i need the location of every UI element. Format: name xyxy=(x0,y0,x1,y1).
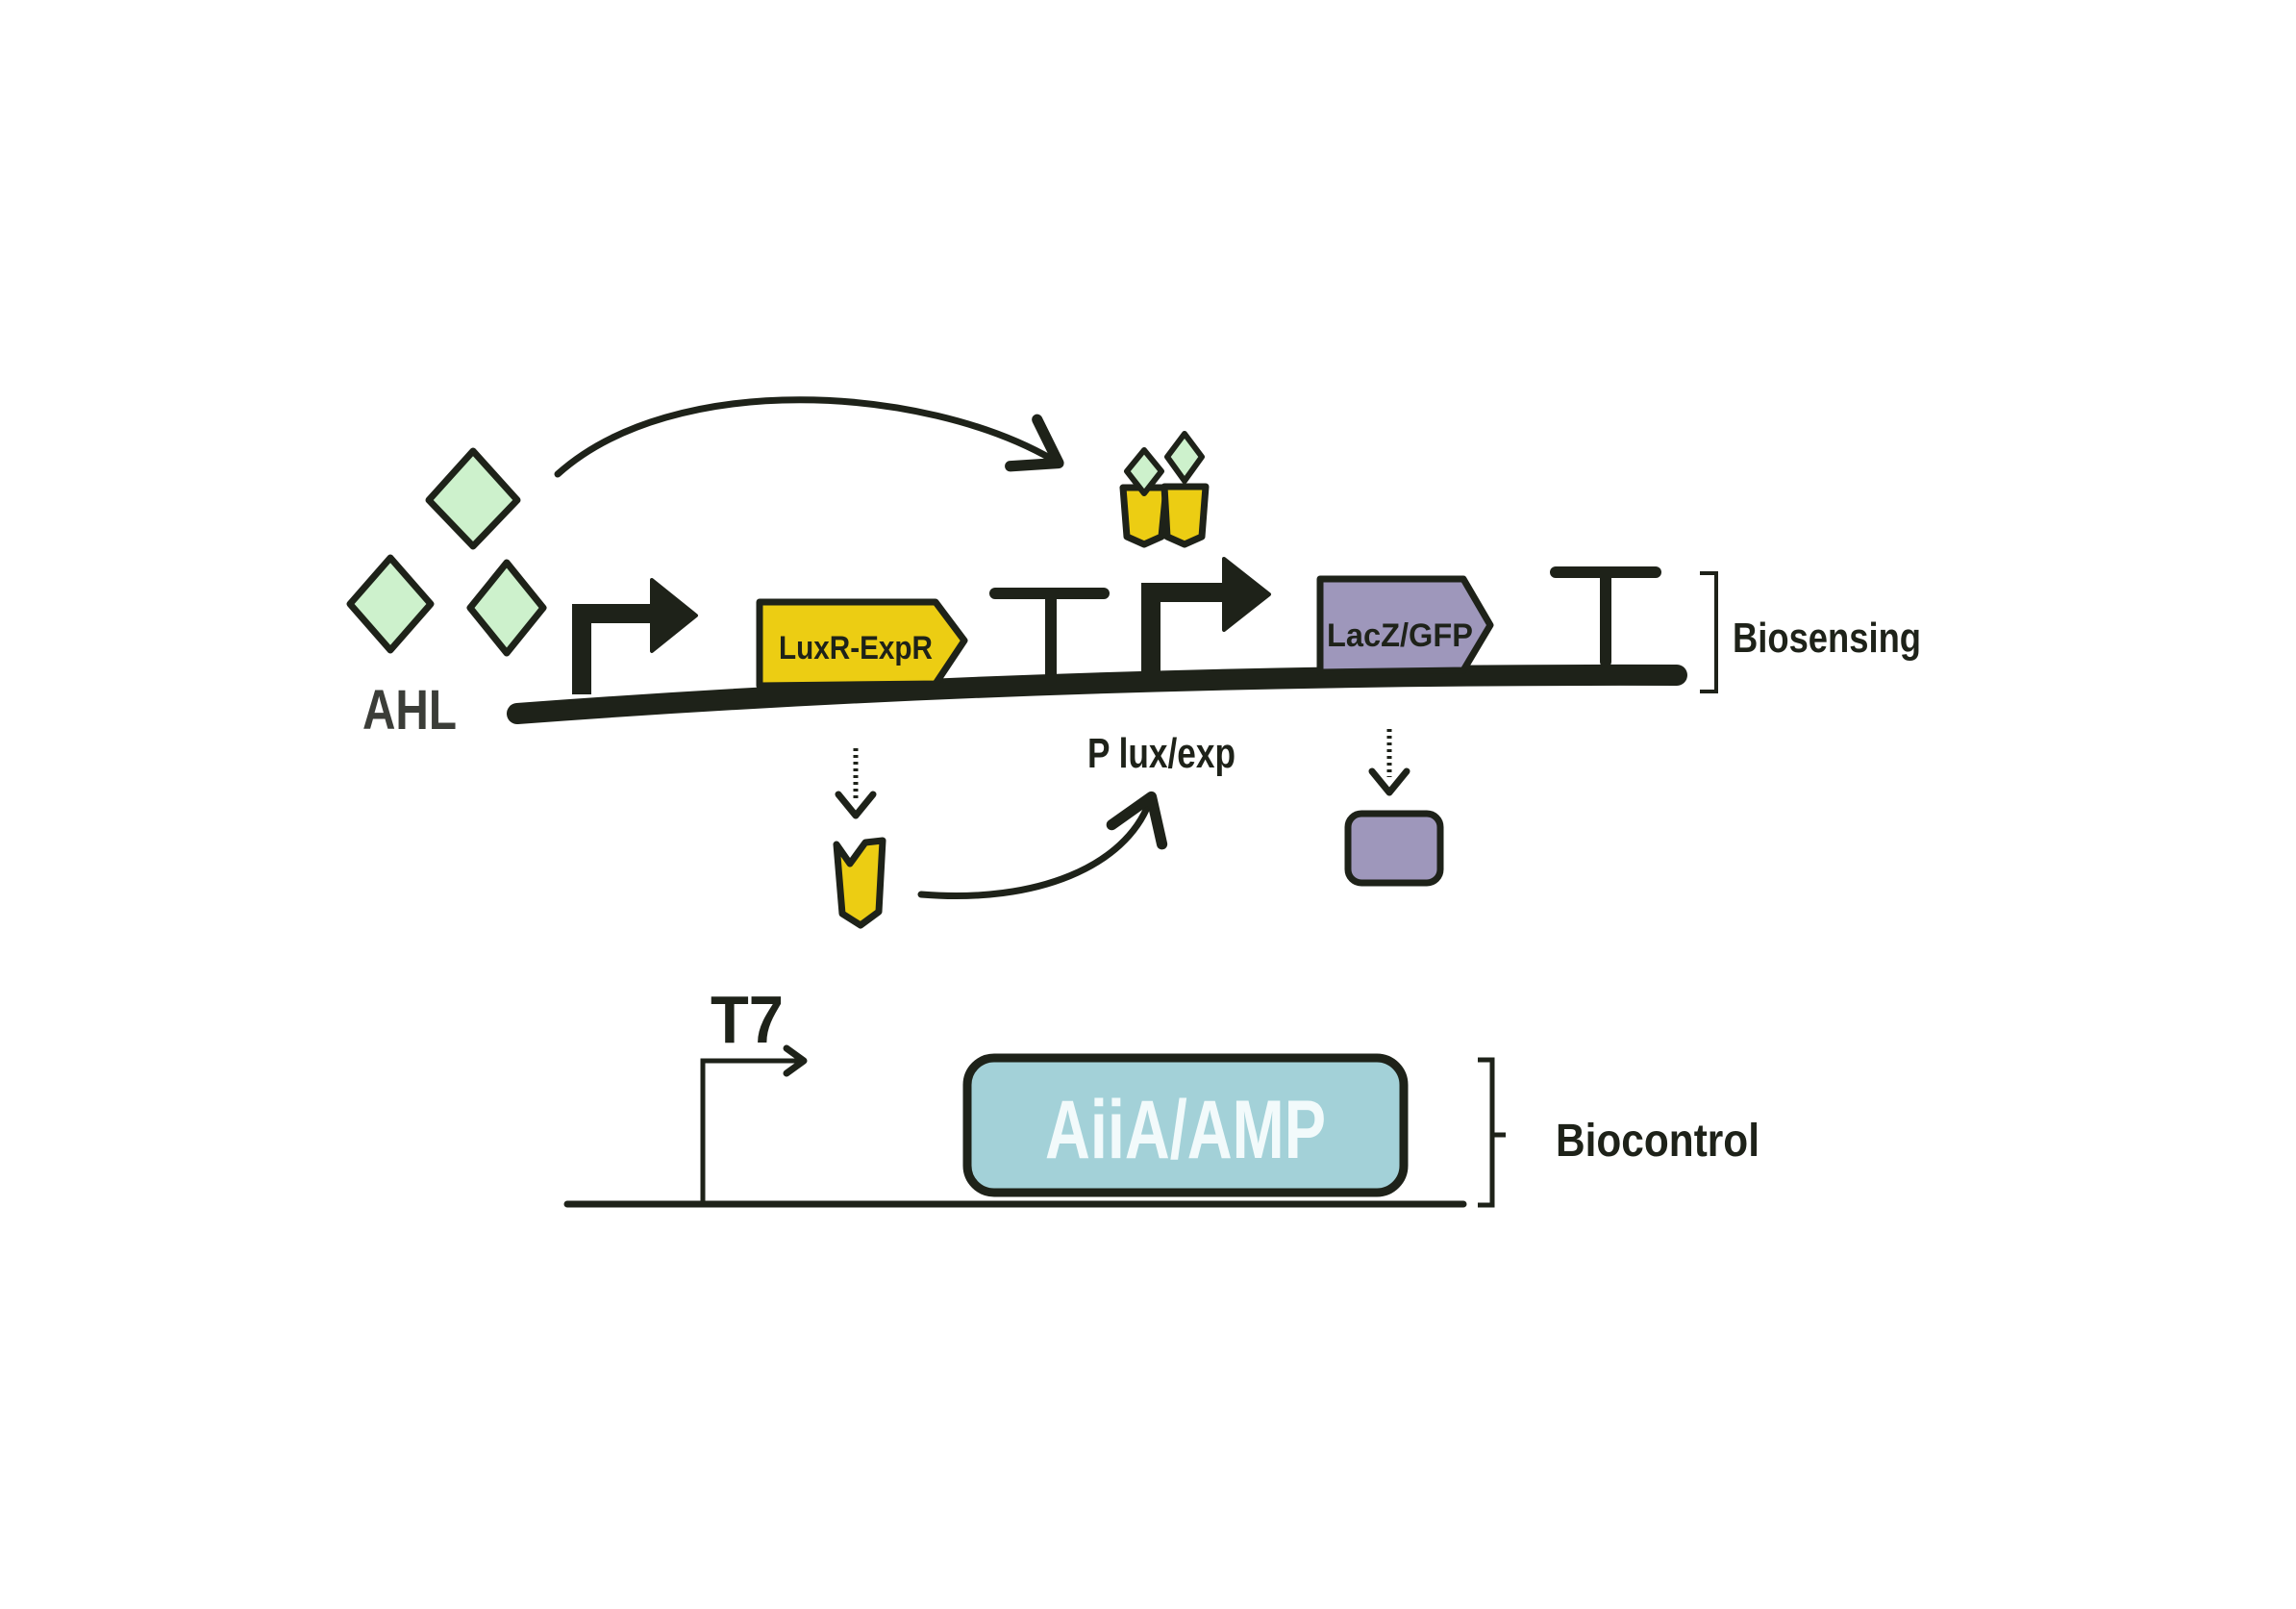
aiia-amp-gene: AiiA/AMP xyxy=(962,1053,1409,1197)
biocontrol-module: T7 AiiA/AMP Biocontrol xyxy=(563,982,1759,1208)
ahl-binding-arrow xyxy=(554,396,1064,478)
biocontrol-label: Biocontrol xyxy=(1556,1116,1759,1167)
biosensing-bracket xyxy=(1700,571,1718,693)
promoter-arrow-icon xyxy=(572,578,698,694)
biocontrol-bracket xyxy=(1478,1057,1506,1208)
lacz-gfp-label: LacZ/GFP xyxy=(1327,617,1473,654)
ahl-label: AHL xyxy=(362,679,457,742)
aiia-amp-label: AiiA/AMP xyxy=(1045,1084,1326,1176)
terminator-icon xyxy=(1550,566,1661,667)
diamond-icon xyxy=(425,447,521,550)
biosensing-module: AHL LuxR-ExpR xyxy=(346,396,1921,929)
promoter-arrow-icon xyxy=(1141,557,1271,678)
expression-arrow-luxr xyxy=(835,748,877,819)
terminator-icon xyxy=(989,588,1110,686)
reporter-protein-icon xyxy=(1344,810,1444,887)
diamond-icon xyxy=(466,559,547,657)
t7-label: T7 xyxy=(711,982,784,1057)
ahl-molecules xyxy=(346,447,547,657)
lacz-gfp-gene: LacZ/GFP xyxy=(1316,575,1494,676)
diamond-icon xyxy=(346,554,435,654)
luxr-expr-label: LuxR-ExpR xyxy=(779,630,933,666)
promoter-label: P lux/exp xyxy=(1087,730,1235,777)
luxr-expr-gene: LuxR-ExpR xyxy=(756,598,968,690)
t7-promoter-arrow-icon xyxy=(700,1044,808,1202)
activation-arrow xyxy=(917,791,1168,900)
biosensing-dna-backbone xyxy=(507,664,1687,724)
protein-monomer-icon xyxy=(833,837,886,929)
protein-dimer-icon xyxy=(1119,431,1210,548)
expression-arrow-reporter xyxy=(1368,729,1410,796)
biosensing-label: Biosensing xyxy=(1733,615,1921,662)
